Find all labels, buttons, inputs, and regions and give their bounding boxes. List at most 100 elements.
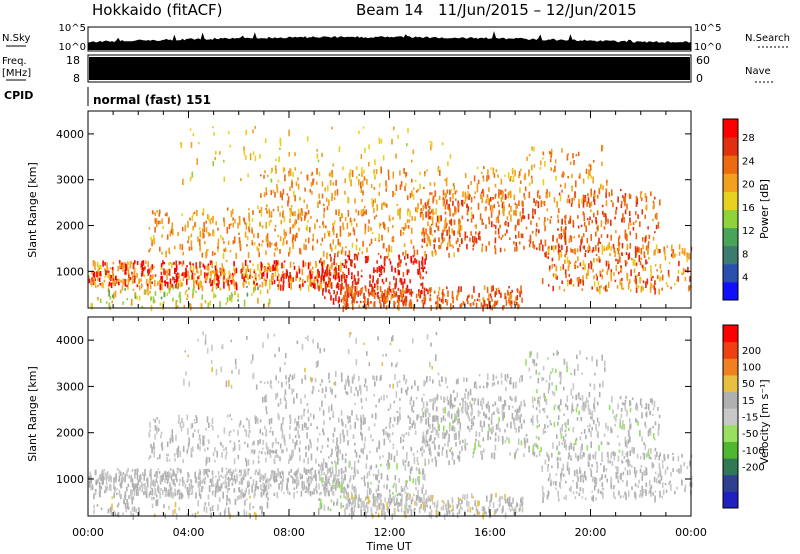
power-cell [335, 209, 337, 216]
power-cell [370, 301, 372, 304]
power-cell [178, 260, 181, 265]
power-cell [654, 214, 657, 219]
velocity-cell [658, 423, 660, 430]
velocity-cell [247, 480, 250, 485]
velocity-cell [148, 457, 150, 460]
power-ytick-label: 4000 [56, 128, 84, 141]
power-cell [371, 197, 373, 205]
power-cell [330, 282, 333, 286]
velocity-cell [396, 410, 399, 413]
velocity-cell [580, 446, 582, 453]
velocity-cell [342, 470, 345, 474]
velocity-cell [233, 441, 236, 447]
power-cell [278, 156, 280, 163]
velocity-cell [422, 468, 424, 472]
velocity-cell [265, 442, 268, 450]
velocity-cell [144, 483, 146, 490]
velocity-cell [407, 461, 410, 467]
velocity-cell [242, 492, 244, 498]
velocity-cell [315, 458, 317, 464]
velocity-cell [270, 474, 272, 479]
velocity-cell [561, 442, 563, 445]
velocity-cell [497, 422, 499, 427]
power-cell [349, 175, 351, 182]
power-cell [217, 282, 220, 289]
power-cell [204, 300, 207, 304]
power-cell [293, 262, 295, 265]
power-cell [223, 176, 226, 182]
velocity-cell [499, 396, 502, 402]
velocity-cell [542, 408, 544, 411]
velocity-cell [307, 469, 310, 474]
velocity-cell [436, 500, 439, 507]
power-cell [347, 303, 349, 309]
power-cell [318, 171, 321, 177]
power-cell [212, 270, 214, 274]
power-cell [433, 244, 436, 249]
power-cell [334, 244, 337, 250]
velocity-cell [106, 485, 109, 491]
power-cell [455, 240, 458, 245]
velocity-cell [218, 486, 220, 492]
power-cell [92, 280, 95, 285]
power-cell [353, 253, 356, 261]
power-cell [515, 209, 517, 214]
power-cell [382, 293, 385, 300]
velocity-cell [282, 417, 285, 420]
power-cell [350, 220, 353, 226]
velocity-cell [156, 473, 158, 479]
power-cell [356, 223, 358, 227]
velocity-cell [99, 486, 101, 493]
power-cell [564, 238, 567, 245]
velocity-cell [326, 463, 328, 469]
velocity-cell [516, 503, 519, 507]
velocity-cell [100, 486, 102, 490]
power-cell [364, 296, 366, 304]
power-cell [558, 245, 561, 249]
power-cell [114, 281, 116, 285]
power-cell [195, 262, 197, 269]
power-cell [397, 295, 399, 299]
power-cell [154, 274, 157, 277]
power-cell [208, 215, 210, 221]
power-cell [427, 199, 430, 205]
velocity-cell [149, 429, 151, 432]
power-cell [261, 243, 263, 247]
velocity-cell [233, 458, 236, 465]
power-cell [191, 293, 194, 299]
power-cell [573, 236, 575, 239]
power-cell [275, 168, 277, 174]
power-cell [380, 139, 383, 144]
velocity-cell [280, 427, 283, 432]
power-cell [321, 268, 324, 274]
power-colorbar-swatch [723, 281, 738, 301]
velocity-cell [580, 431, 583, 435]
velocity-cell [332, 483, 334, 490]
power-cell [282, 242, 284, 246]
power-cell [366, 247, 368, 253]
velocity-cell [152, 418, 155, 421]
power-cell [668, 274, 670, 278]
velocity-cell [462, 439, 464, 444]
velocity-cell [345, 496, 348, 501]
power-cell [212, 219, 214, 224]
power-cell [146, 286, 149, 293]
velocity-cell [511, 405, 514, 409]
power-cell [628, 211, 631, 216]
velocity-cell [199, 481, 201, 487]
power-cell [621, 277, 623, 282]
velocity-cell [340, 467, 343, 475]
velocity-cell [160, 442, 163, 447]
velocity-cell [208, 457, 211, 463]
power-cell [549, 265, 551, 270]
power-cell [293, 223, 295, 228]
power-cell [385, 184, 388, 189]
velocity-cell [188, 487, 191, 493]
power-cell [132, 265, 135, 270]
power-cell [522, 214, 524, 220]
power-cell [365, 209, 367, 215]
velocity-cell [101, 479, 104, 485]
velocity-cell [232, 478, 234, 482]
velocity-cell [319, 464, 322, 471]
velocity-cell [440, 506, 443, 511]
